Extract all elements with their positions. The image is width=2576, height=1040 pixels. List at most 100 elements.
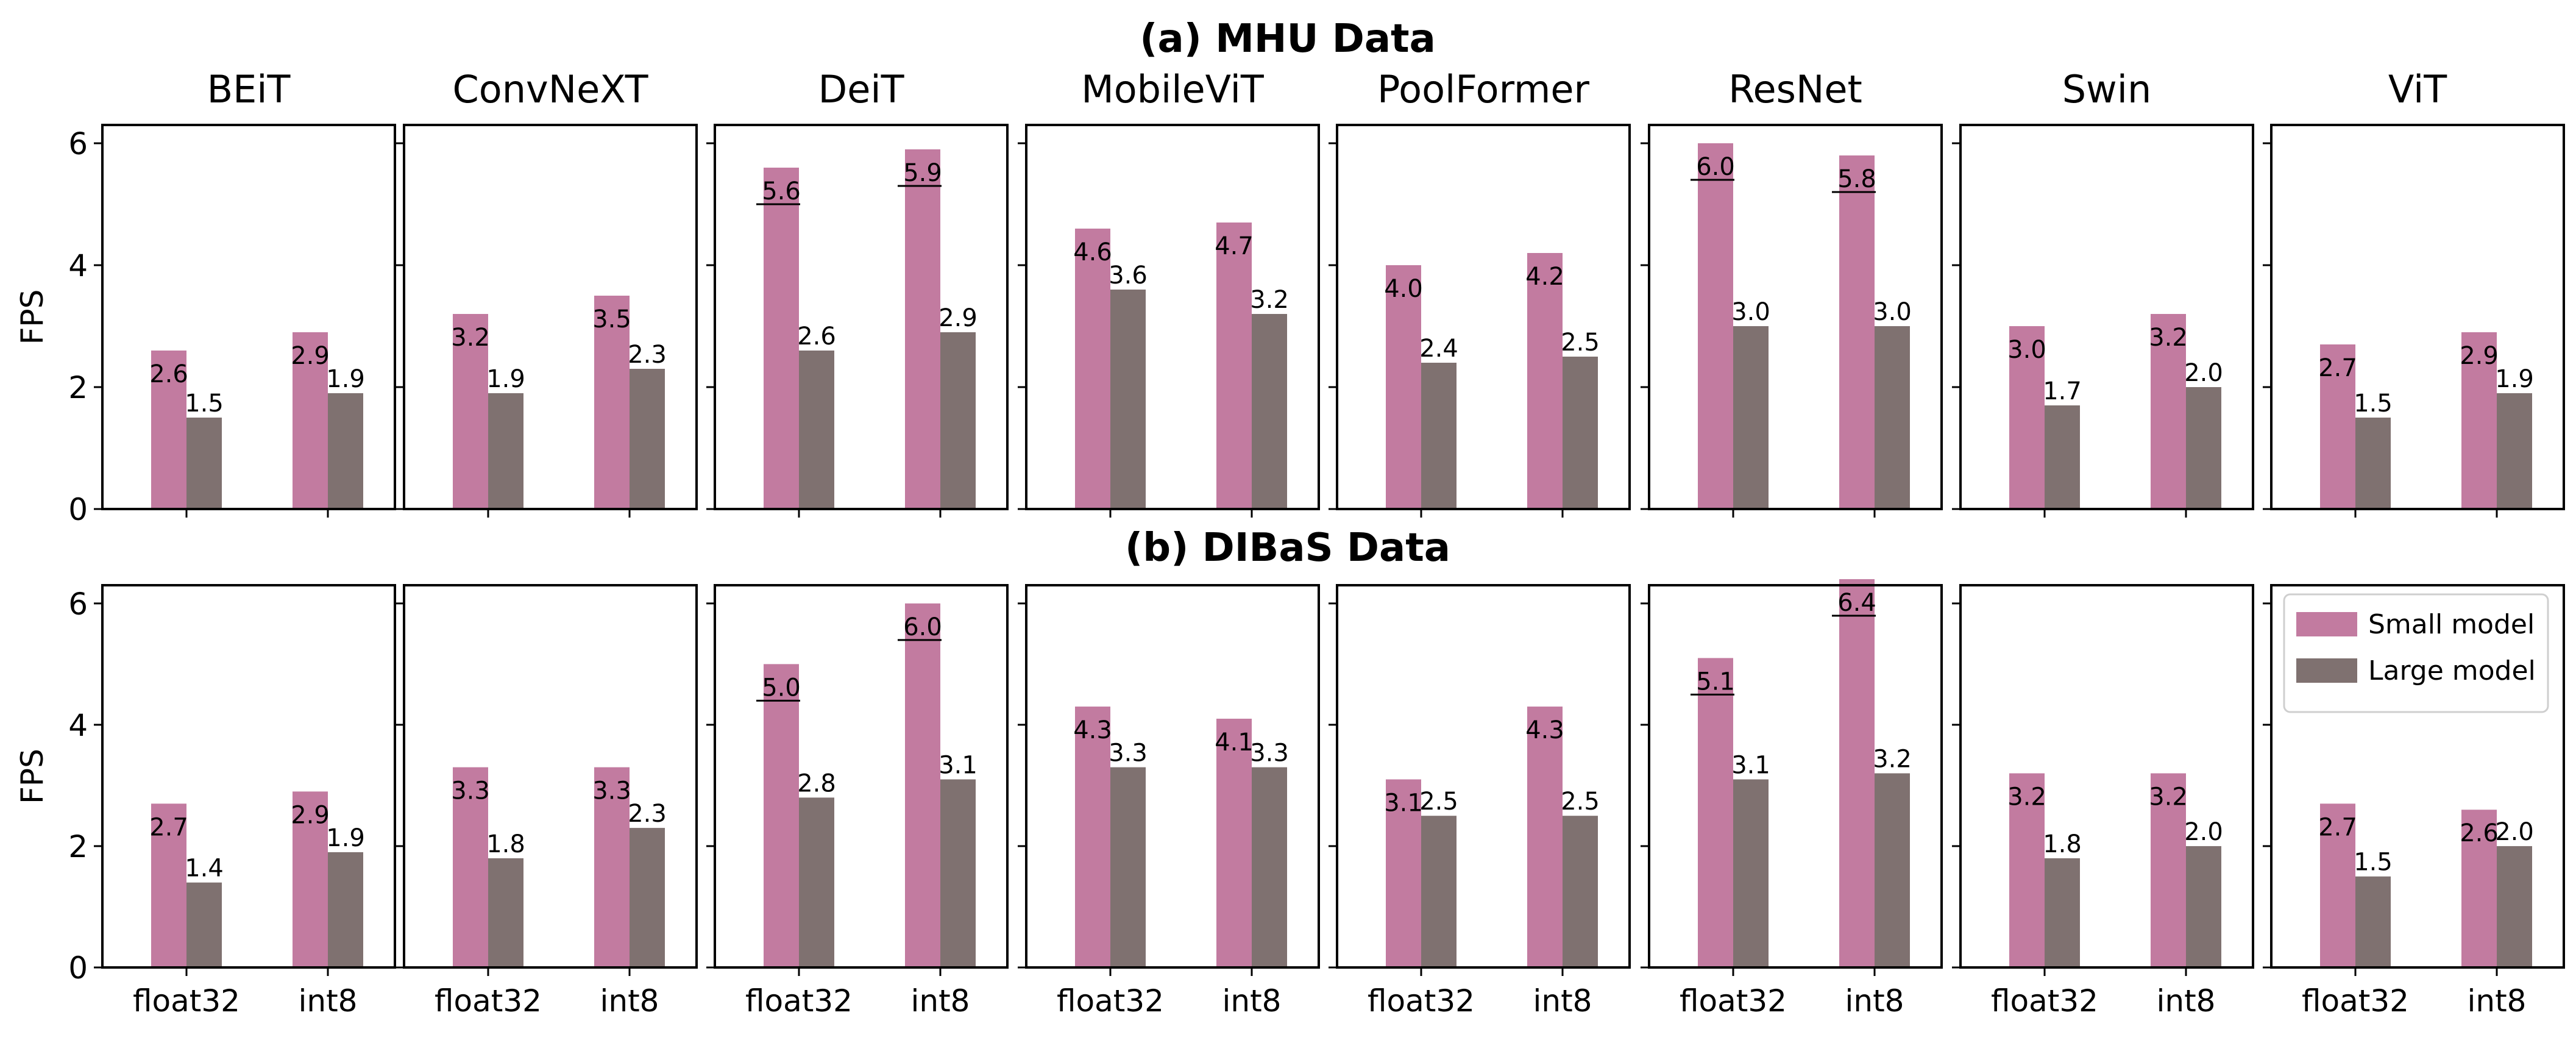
x-tick-label: int8 [2468,983,2527,1019]
bar-value-label-small: 6.0 [1696,153,1735,181]
bar-value-label-small: 5.9 [903,159,942,187]
bar-large-model [2045,405,2080,509]
legend-entry-label: Large model [2368,655,2536,686]
bar-value-label-small: 2.7 [2318,813,2357,841]
bar-value-label-large: 2.5 [1561,329,1600,357]
bar-large-model [2497,393,2532,509]
bar-large-model [488,393,523,509]
bar-value-label-small: 3.1 [1384,789,1423,817]
bar-value-label-large: 2.3 [628,800,667,828]
bar-small-model [1839,579,1875,967]
fps-bar-chart-figure: (a) MHU Data FPS BEiT02462.61.52.91.9ConvN… [0,0,2576,1040]
x-tick-label: float32 [1680,983,1787,1019]
y-tick-label: 0 [68,950,88,986]
row-title: (b) DIBaS Data [1125,525,1450,571]
bar-large-model [2355,877,2391,967]
panel-title: ViT [2388,67,2447,112]
bar-value-label-large: 2.0 [2495,818,2534,846]
bar-value-label-small: 4.0 [1384,275,1423,303]
bar-value-label-large: 2.9 [939,304,978,332]
bar-value-label-large: 3.6 [1109,262,1148,290]
bar-large-model [630,369,665,509]
x-tick-label: float32 [2302,983,2409,1019]
bar-value-label-small: 4.1 [1215,728,1254,757]
bar-large-model [630,828,665,967]
bar-value-label-small: 5.1 [1696,668,1735,696]
bar-value-label-large: 1.7 [2043,377,2082,405]
bar-value-label-small: 4.3 [1073,716,1112,744]
bar-small-model [1216,223,1252,509]
bar-value-label-large: 3.1 [1731,751,1770,779]
bar-large-model [940,332,976,509]
panel-title: BEiT [207,67,291,112]
panel-beit: 0 2 4 6 2.7 1.4 float32 2.91.9 int8 [68,585,395,1019]
bar-value-label-small: 2.7 [2318,354,2357,382]
bar-large-model [1110,768,1146,967]
bar-value-label-small: 5.0 [762,674,801,702]
x-tick-label: int8 [1222,983,1282,1019]
y-tick-label: 4 [68,708,88,743]
bar-small-model [905,149,940,509]
x-tick-label: int8 [1533,983,1592,1019]
bar-value-label-small: 6.4 [1837,589,1876,617]
x-tick-label: float32 [1991,983,2098,1019]
bar-value-label-small: 3.2 [2007,783,2046,811]
bar-large-model [1733,779,1769,967]
bar-large-model [328,852,363,967]
panel-title: PoolFormer [1377,67,1590,112]
panel-convnext: ConvNeXT 3.2 1.9 3.5 2.3 [396,67,697,518]
panel-vit: ViT2.71.52.91.9 [2263,67,2564,518]
bar-value-label-large: 3.3 [1250,739,1289,768]
y-tick-label: 2 [68,829,88,864]
bar-small-model [1527,253,1563,509]
legend-swatch [2296,612,2357,636]
x-tick-label: float32 [745,983,853,1019]
x-tick-label: float32 [435,983,542,1019]
x-tick-label: int8 [299,983,358,1019]
bar-value-label-large: 3.3 [1109,739,1148,768]
bar-large-model [1252,768,1287,967]
x-tick-label: int8 [2157,983,2216,1019]
row-title: (a) MHU Data [1140,16,1436,62]
bar-value-label-large: 2.0 [2184,359,2223,387]
x-tick-label: float32 [1368,983,1475,1019]
bar-value-label-small: 5.8 [1837,165,1876,193]
panel-mobilevit: MobileViT 4.63.6 4.7 3.2 [1018,67,1319,518]
bar-small-model [1075,229,1110,509]
bar-value-label-large: 2.8 [797,769,836,797]
x-tick-label: float32 [1057,983,1164,1019]
bar-value-label-small: 3.3 [451,777,490,805]
panel-beit: BEiT 0 2 4 6 2.61.5 2.91.9 [68,67,395,527]
bar-large-model [328,393,363,509]
bar-value-label-large: 3.0 [1873,298,1912,326]
y-axis-label: FPS [15,290,50,345]
bar-value-label-small: 4.3 [1525,716,1564,744]
bar-value-label-small: 2.9 [291,801,330,829]
panel-mobilevit: 4.33.3float324.13.3int8 [1018,585,1319,1019]
bar-large-model [186,883,222,967]
panel-title: ResNet [1728,67,1862,112]
bar-value-label-small: 3.5 [592,305,631,333]
x-tick-label: float32 [133,983,240,1019]
bar-large-model [1563,816,1598,967]
x-tick-label: int8 [600,983,659,1019]
bar-small-model [1527,707,1563,967]
bar-value-label-small: 4.2 [1525,263,1564,291]
bar-value-label-large: 1.8 [2043,830,2082,858]
bar-large-model [1875,326,1910,509]
bar-value-label-large: 1.8 [486,830,525,858]
legend: Small modelLarge model [2284,594,2548,712]
bar-small-model [1698,143,1733,509]
bar-value-label-large: 3.2 [1250,286,1289,314]
panel-poolformer: PoolFormer 4.0 2.4 4.2 2.5 [1329,67,1630,518]
bar-value-label-small: 2.6 [2460,819,2499,847]
bar-value-label-large: 2.4 [1419,335,1458,363]
bar-small-model [1698,658,1733,967]
bar-large-model [488,858,523,967]
bar-value-label-large: 3.1 [939,751,978,779]
bar-value-label-large: 1.5 [185,390,224,418]
bar-value-label-small: 3.2 [2149,783,2188,811]
bar-value-label-small: 2.7 [149,813,188,841]
